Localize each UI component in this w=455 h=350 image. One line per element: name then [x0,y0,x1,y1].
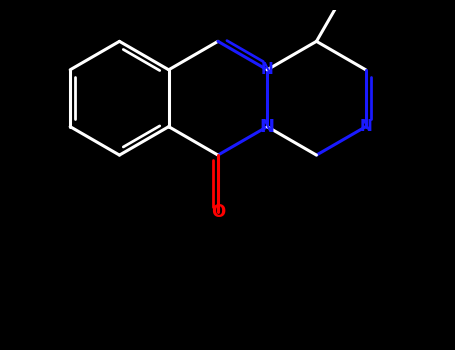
Text: N: N [359,119,372,134]
Text: N: N [260,118,275,136]
Text: N: N [261,62,273,77]
Text: O: O [211,203,225,221]
